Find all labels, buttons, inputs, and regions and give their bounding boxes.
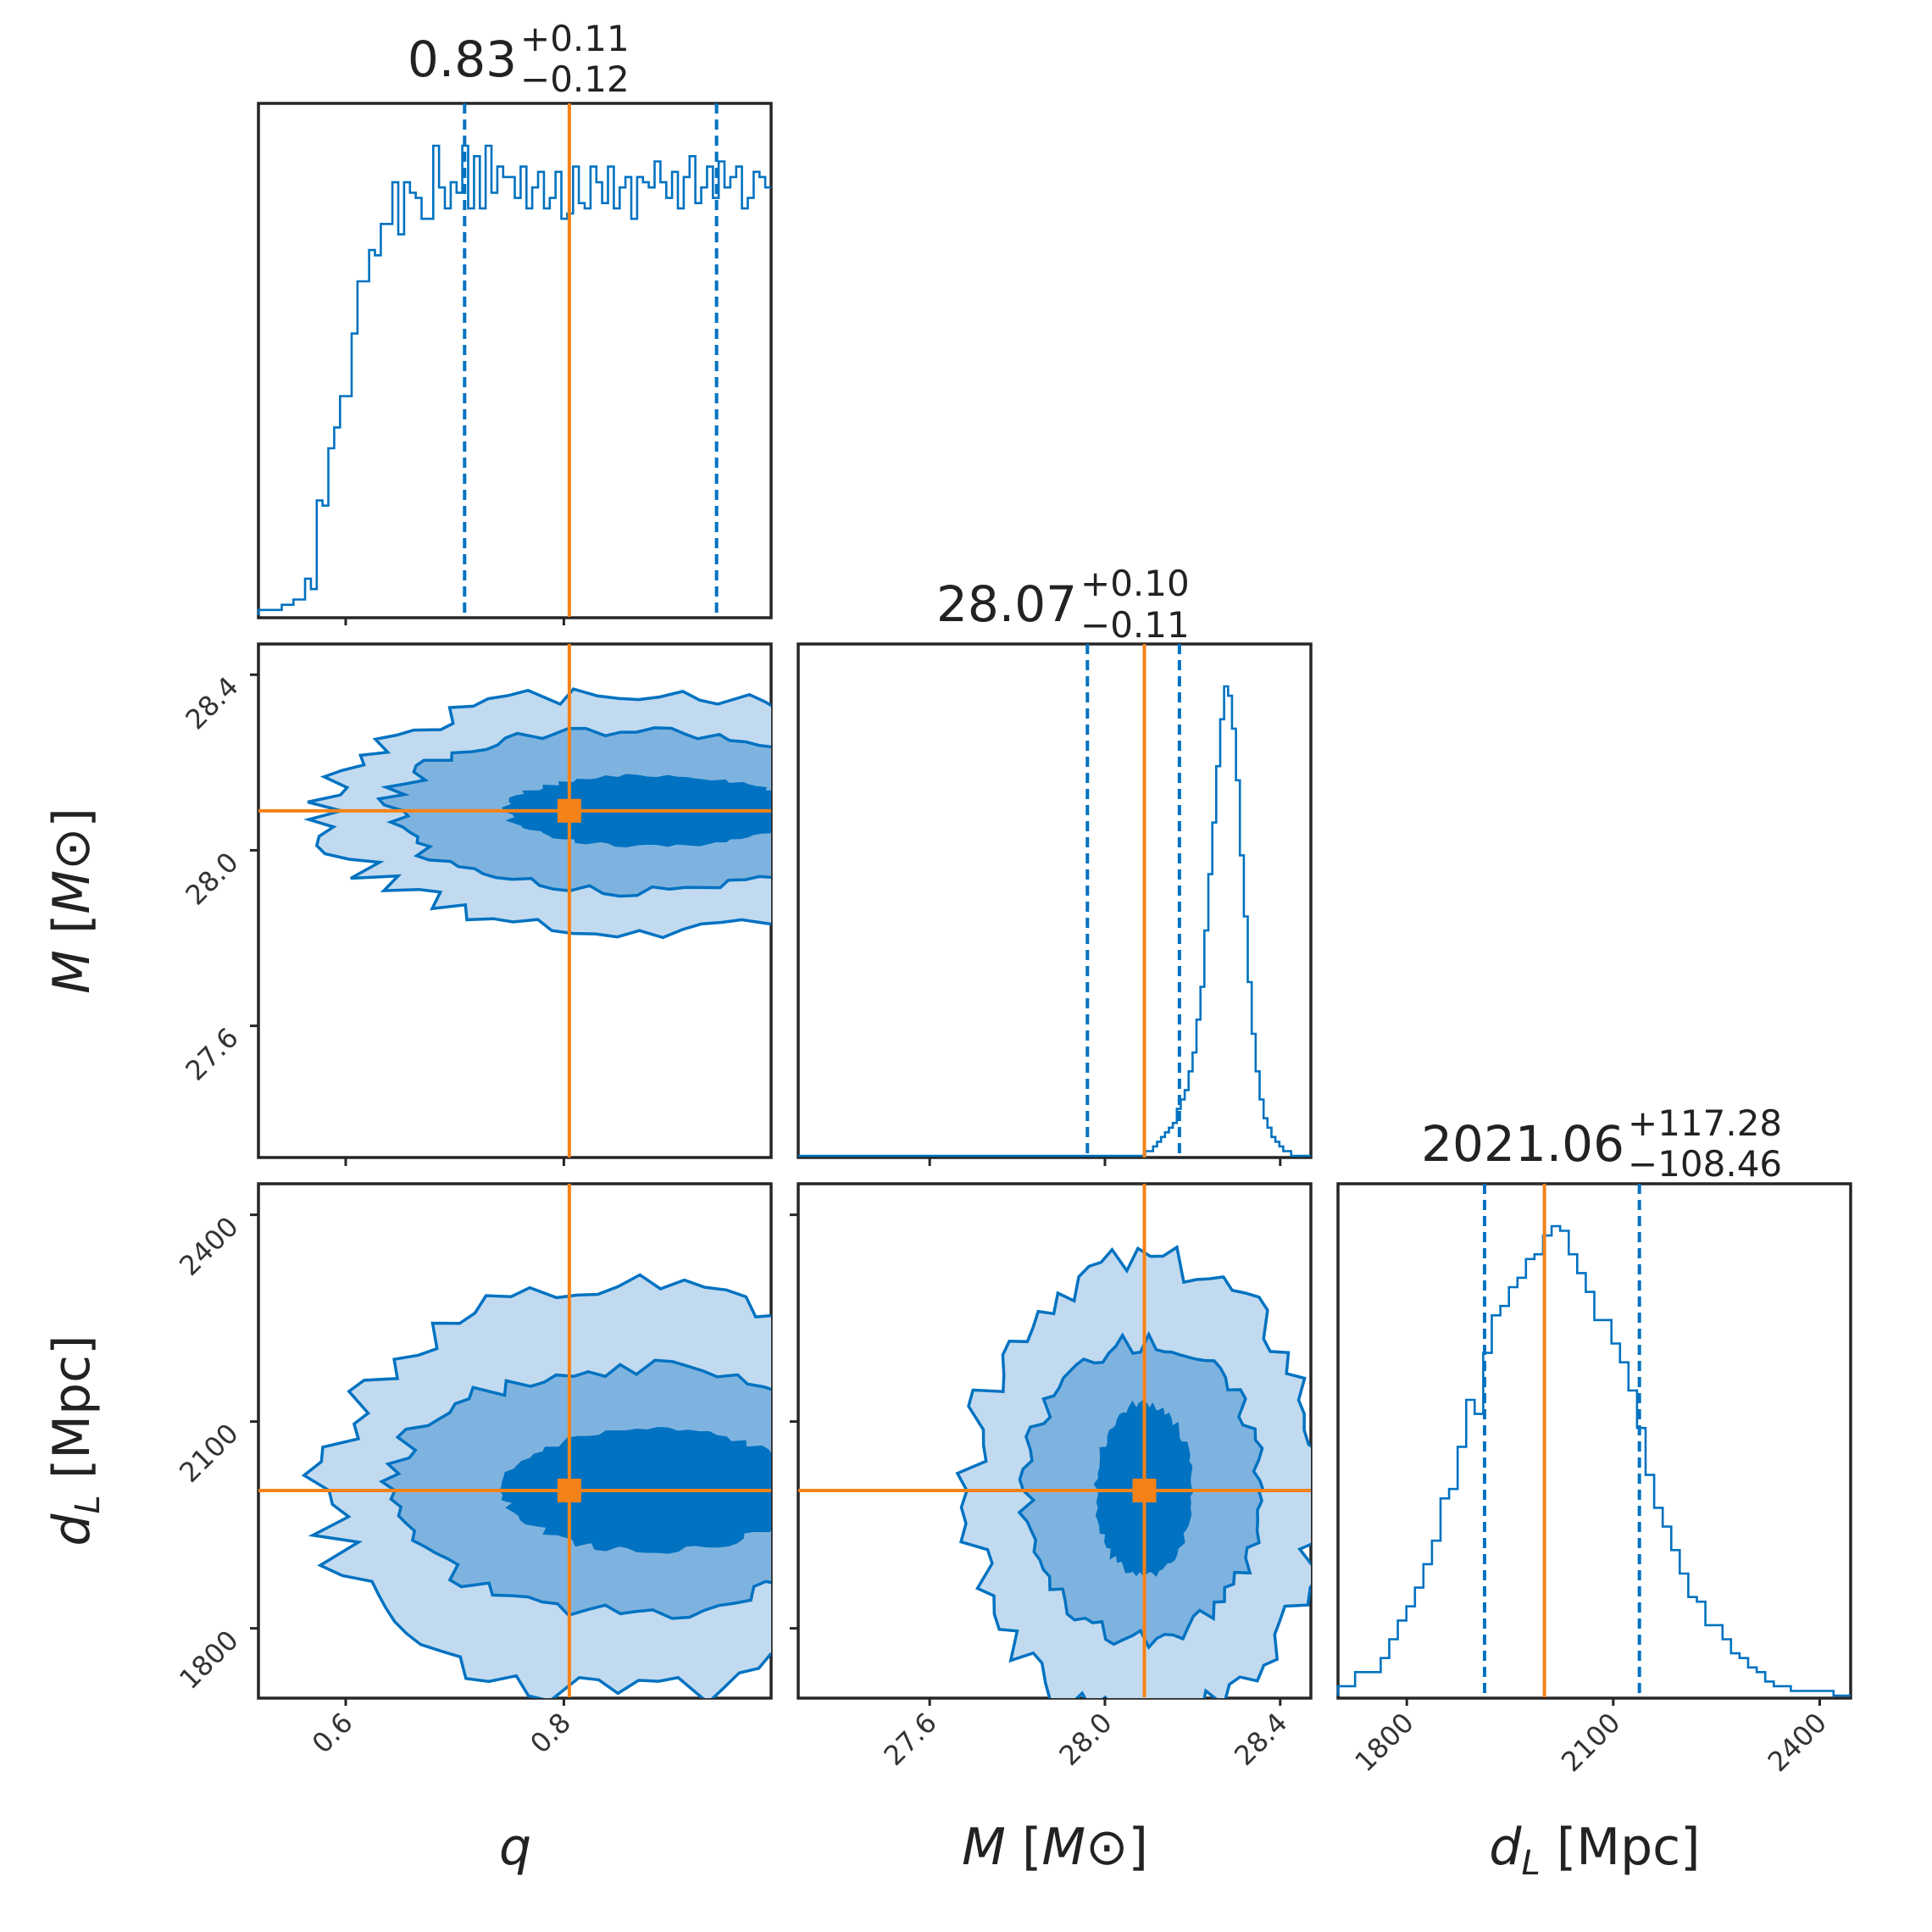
title-M-minus: −0.11: [1080, 604, 1190, 646]
y-axis-label-dL: dL [Mpc]: [42, 1335, 108, 1546]
title-q-minus: −0.12: [520, 58, 630, 100]
title-q-plus: +0.11: [520, 18, 630, 59]
title-dL-value: 2021.06: [1421, 1115, 1624, 1173]
x-axis-label-dL: dL [Mpc]: [1489, 1818, 1700, 1883]
x-axis-label-q: q: [499, 1818, 531, 1877]
truth-marker-q-dL: [557, 1478, 581, 1502]
title-M-plus: +0.10: [1080, 563, 1190, 604]
title-dL-plus: +117.28: [1628, 1102, 1782, 1144]
truth-marker-M-dL: [1132, 1478, 1157, 1502]
title-dL-minus: −108.46: [1628, 1143, 1782, 1185]
histogram-q: [257, 144, 771, 615]
title-q-value: 0.83: [408, 31, 517, 88]
histogram-dL: [1336, 1224, 1851, 1697]
panel-frame-q-hist: [257, 102, 773, 619]
panel-frame-dL-hist: [1336, 1182, 1852, 1700]
histogram-M: [798, 685, 1311, 1158]
x-axis-label-M: M [M⊙]: [962, 1818, 1148, 1877]
title-M-value: 28.07: [936, 575, 1077, 633]
truth-marker-q-M: [557, 798, 581, 823]
panel-frame-M-hist: [797, 642, 1313, 1159]
y-axis-label-M: M [M⊙]: [42, 808, 102, 994]
